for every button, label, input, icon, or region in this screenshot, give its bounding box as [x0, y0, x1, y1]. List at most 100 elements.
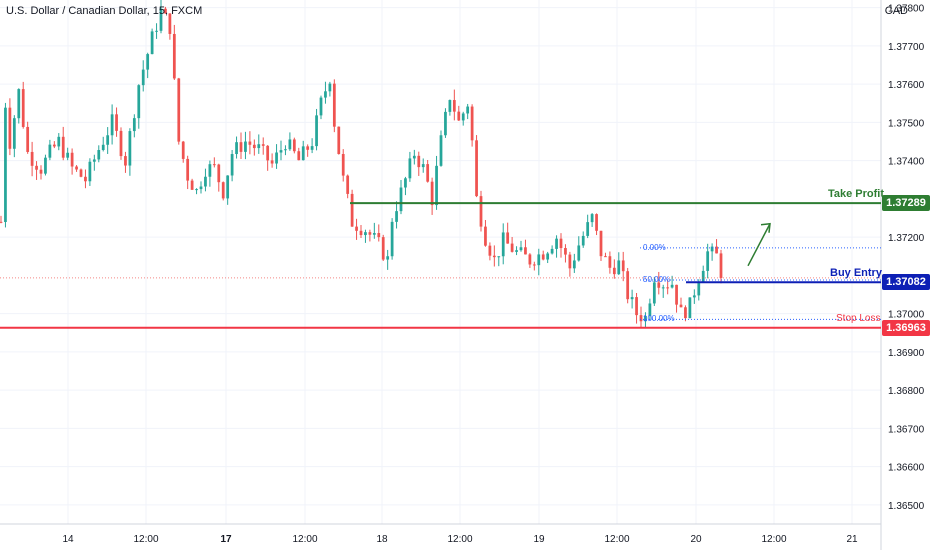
candle-body: [355, 226, 358, 231]
candle-body: [101, 144, 105, 151]
y-tick-label: 1.37800: [888, 4, 925, 15]
candle-body: [692, 295, 696, 298]
candle-body: [124, 156, 127, 166]
buy-entry-label: Buy Entry: [830, 267, 882, 280]
candle-body: [617, 260, 621, 275]
y-tick-label: 1.37400: [888, 157, 925, 168]
candle-body: [75, 166, 78, 170]
candle-body: [17, 89, 21, 119]
candle-body: [444, 111, 447, 136]
candle-body: [159, 8, 163, 31]
candle-body: [190, 180, 194, 190]
y-tick-label: 1.37700: [888, 42, 925, 53]
candle-body: [417, 155, 421, 168]
candle-body: [684, 307, 687, 319]
candle-body: [244, 141, 247, 152]
fib-label-0: 0.00%: [643, 242, 666, 252]
candle-body: [239, 142, 243, 152]
candle-body: [66, 152, 70, 158]
candle-body: [408, 158, 412, 179]
candle-body: [666, 287, 670, 289]
candle-body: [155, 30, 158, 32]
candle-body: [519, 247, 523, 251]
stop-loss-label: Stop Loss: [836, 312, 881, 324]
candle-body: [88, 161, 92, 182]
candle-body: [381, 237, 385, 260]
x-tick-label: 12:00: [761, 534, 786, 545]
candle-body: [426, 164, 430, 182]
candle-body: [528, 254, 532, 265]
candle-body: [168, 13, 172, 34]
candle-body: [466, 106, 470, 114]
candle-body: [639, 315, 643, 322]
candle-body: [657, 282, 661, 288]
candle-body: [30, 151, 34, 166]
candle-body: [577, 245, 581, 261]
candle-body: [141, 69, 145, 86]
candle-body: [635, 297, 638, 316]
x-tick-label: 12:00: [133, 534, 158, 545]
candle-body: [421, 164, 425, 168]
candle-body: [70, 152, 74, 167]
candle-body: [412, 155, 416, 159]
candle-body: [697, 281, 701, 296]
candle-body: [679, 304, 683, 308]
x-tick-label: 21: [846, 534, 858, 545]
candle-body: [621, 260, 625, 272]
candle-body: [719, 253, 723, 278]
candle-body: [261, 144, 265, 146]
candle-body: [110, 114, 114, 136]
candle-body: [341, 153, 345, 176]
candle-body: [132, 118, 136, 132]
candle-body: [44, 157, 47, 174]
currency-label: CAD: [884, 5, 908, 17]
candle-body: [515, 250, 518, 252]
candle-body: [186, 158, 190, 181]
candle-body: [4, 107, 7, 223]
candle-body: [279, 150, 283, 153]
candle-body: [670, 284, 674, 288]
candle-body: [364, 232, 367, 236]
candle-body: [488, 245, 492, 256]
candle-body: [315, 115, 318, 147]
candle-body: [181, 141, 185, 159]
candle-body: [35, 165, 38, 170]
candle-body: [706, 251, 710, 271]
y-tick-label: 1.36500: [888, 501, 925, 512]
candle-body: [555, 238, 558, 249]
take-profit-price-tag: 1.37289: [882, 195, 930, 212]
candle-body: [572, 260, 576, 269]
candle-body: [439, 135, 443, 166]
candle-body: [652, 282, 656, 304]
candle-body: [492, 255, 496, 258]
candle-body: [648, 303, 652, 316]
candle-body: [461, 113, 465, 121]
x-tick-label: 12:00: [447, 534, 472, 545]
candle-body: [501, 232, 505, 257]
candle-body: [524, 247, 527, 255]
candle-body: [404, 178, 407, 188]
candle-body: [470, 106, 474, 141]
candle-body: [204, 176, 207, 187]
candle-body: [146, 54, 150, 70]
candle-body: [337, 126, 341, 154]
candle-body: [8, 107, 12, 149]
candle-body: [386, 256, 390, 260]
candle-body: [359, 230, 363, 236]
candle-body: [612, 267, 616, 275]
candle-body: [701, 270, 705, 282]
candle-body: [12, 118, 16, 149]
candle-body: [435, 165, 438, 206]
candle-body: [48, 144, 52, 158]
x-tick-label: 19: [533, 534, 545, 545]
x-tick-label: 12:00: [604, 534, 629, 545]
candle-body: [564, 248, 567, 255]
x-tick-label: 12:00: [292, 534, 317, 545]
candle-body: [399, 187, 403, 212]
candle-body: [595, 214, 598, 231]
candle-body: [710, 246, 714, 252]
candle-body: [0, 221, 3, 223]
candle-body: [61, 136, 65, 158]
stop-loss-price-tag: 1.36963: [882, 319, 930, 336]
